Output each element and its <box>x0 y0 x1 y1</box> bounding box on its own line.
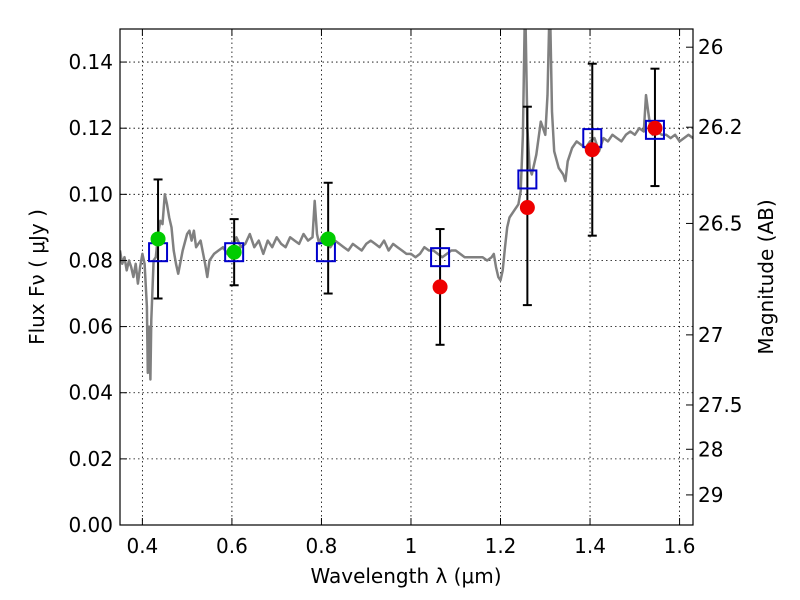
observed-point <box>226 244 242 260</box>
x-tick-label: 0.6 <box>216 534 248 558</box>
model-spectrum-line <box>120 29 693 381</box>
right-tick-label: 27 <box>698 323 723 347</box>
error-bars <box>153 62 660 346</box>
plot-frame <box>119 28 694 526</box>
x-tick-label: 1 <box>405 534 418 558</box>
right-tick-label: 27.5 <box>698 393 743 417</box>
y-tick-label: 0.00 <box>68 513 113 537</box>
observed-point <box>519 200 535 216</box>
model-photometry-square <box>224 242 245 263</box>
right-tick-label: 26.2 <box>698 115 743 139</box>
y-tick-label: 0.12 <box>68 116 113 140</box>
y-axis-label: Flux Fν ( μJy ) <box>25 209 49 345</box>
right-tick-label: 26.5 <box>698 211 743 235</box>
model-photometry-markers <box>148 119 665 268</box>
y-tick-label: 0.10 <box>68 182 113 206</box>
x-axis-label: Wavelength λ (μm) <box>310 564 501 588</box>
axis-ticks <box>120 29 693 526</box>
observed-point <box>584 142 600 158</box>
observed-point <box>150 231 166 247</box>
right-axis-label: Magnitude (AB) <box>754 199 778 354</box>
x-tick-label: 0.8 <box>306 534 338 558</box>
right-tick-label: 26 <box>698 35 723 59</box>
right-tick-label: 29 <box>698 483 723 507</box>
y-tick-label: 0.06 <box>68 315 113 339</box>
observed-point <box>320 231 336 247</box>
y-tick-label: 0.08 <box>68 248 113 272</box>
x-tick-label: 1.4 <box>574 534 606 558</box>
observed-point <box>647 120 663 136</box>
x-tick-label: 0.4 <box>126 534 158 558</box>
model-photometry-square <box>430 247 451 268</box>
model-photometry-square <box>517 169 538 190</box>
x-tick-label: 1.6 <box>664 534 696 558</box>
right-tick-label: 28 <box>698 437 723 461</box>
y-tick-label: 0.14 <box>68 50 113 74</box>
observed-photometry-markers <box>150 120 663 295</box>
gridlines <box>120 29 693 525</box>
plot-area <box>120 29 693 381</box>
tick-labels: 0.4 0.6 0.8 1 1.2 1.4 1.6 0.00 0.02 0.04 0.06 0.08 0… <box>68 35 742 558</box>
y-tick-label: 0.02 <box>68 447 113 471</box>
x-tick-label: 1.2 <box>485 534 517 558</box>
observed-point <box>432 279 448 295</box>
y-tick-label: 0.04 <box>68 381 113 405</box>
